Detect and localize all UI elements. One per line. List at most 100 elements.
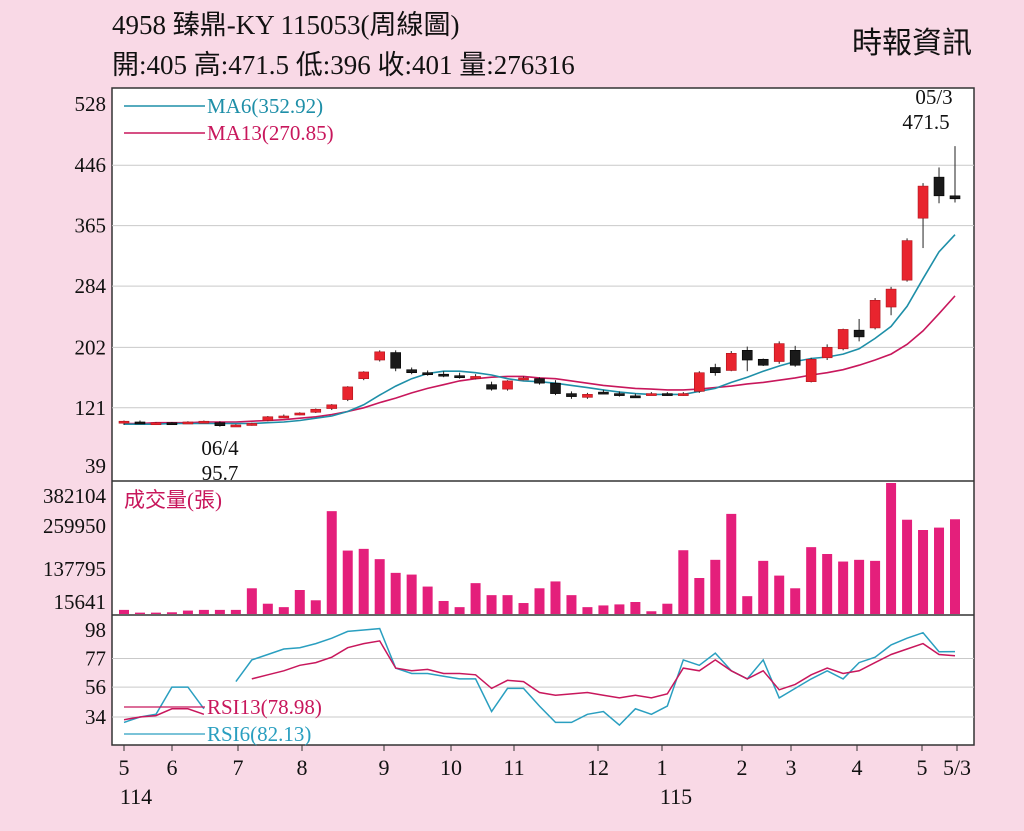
volume-bar — [438, 600, 449, 614]
candle-body — [566, 393, 577, 397]
volume-bar — [934, 527, 945, 614]
x-tick-label: 4 — [852, 755, 863, 780]
candle-body — [614, 393, 625, 396]
rsi6-legend-label: RSI6(82.13) — [207, 722, 311, 746]
x-tick-label: 5 — [119, 755, 130, 780]
candle-body — [534, 378, 545, 384]
volume-bar — [710, 559, 721, 614]
volume-bar — [182, 610, 193, 614]
volume-bar — [406, 574, 417, 614]
price-tick-label: 528 — [75, 92, 107, 116]
volume-bar — [918, 530, 929, 614]
volume-bar — [166, 612, 177, 614]
candle-body — [518, 377, 529, 381]
candle-body — [150, 422, 162, 426]
high-price-annotation: 471.5 — [902, 110, 949, 134]
candle-body — [182, 421, 194, 425]
volume-bar — [630, 602, 641, 614]
volume-bar — [902, 519, 913, 614]
volume-bar — [342, 550, 353, 614]
candle-body — [198, 420, 210, 424]
volume-bar — [582, 607, 593, 614]
candle-body — [310, 408, 322, 413]
candle-body — [869, 300, 881, 329]
volume-bar — [742, 596, 753, 614]
volume-bar — [502, 595, 513, 614]
volume-bar — [518, 603, 529, 614]
ma6-legend-label: MA6(352.92) — [207, 94, 323, 118]
volume-bar — [806, 547, 817, 614]
rsi13-legend-label: RSI13(78.98) — [207, 695, 322, 719]
volume-bar — [566, 595, 577, 614]
volume-bar — [246, 588, 257, 614]
volume-tick-label: 259950 — [43, 514, 106, 538]
price-tick-label: 365 — [75, 214, 107, 238]
volume-bar — [646, 611, 657, 614]
volume-bar — [774, 575, 785, 614]
candle-body — [805, 358, 817, 382]
volume-bar — [726, 513, 737, 614]
x-tick-label: 8 — [297, 755, 308, 780]
candle-body — [678, 393, 689, 396]
candle-body — [662, 393, 673, 396]
candle-body — [502, 380, 513, 390]
candle-body — [630, 395, 641, 399]
x-tick-label: 7 — [233, 755, 244, 780]
price-tick-label: 39 — [85, 454, 106, 478]
volume-tick-label: 137795 — [43, 557, 106, 581]
volume-bar — [534, 588, 545, 614]
volume-panel-label: 成交量(張) — [124, 488, 222, 512]
price-tick-label: 284 — [75, 274, 107, 298]
volume-tick-label: 15641 — [54, 590, 107, 614]
candle-body — [374, 351, 385, 361]
candle-body — [486, 384, 497, 390]
candle-body — [789, 350, 801, 366]
volume-bar — [294, 590, 305, 614]
source-label: 時報資訊 — [852, 27, 972, 60]
candle-body — [885, 288, 897, 308]
volume-bar — [134, 612, 145, 614]
candle-body — [390, 352, 401, 369]
candle-body — [294, 412, 306, 416]
volume-bar — [790, 588, 801, 614]
candle-body — [230, 424, 242, 428]
volume-bar — [758, 560, 769, 614]
volume-bar — [310, 600, 321, 614]
volume-bar — [278, 607, 289, 614]
x-tick-label: 11 — [503, 755, 524, 780]
year-label: 114 — [120, 784, 152, 809]
candle-body — [438, 373, 449, 377]
candle-body — [118, 420, 130, 424]
candle-body — [246, 423, 258, 426]
rsi-tick-label: 56 — [85, 675, 106, 699]
volume-bar — [214, 609, 225, 614]
volume-bar — [854, 559, 865, 614]
candle-body — [741, 350, 753, 361]
rsi-tick-label: 34 — [85, 705, 107, 729]
x-tick-label: 2 — [737, 755, 748, 780]
candle-body — [837, 329, 849, 350]
volume-bar — [598, 605, 609, 614]
candle-body — [454, 375, 465, 378]
volume-bar — [198, 609, 209, 614]
candle-body — [214, 422, 226, 427]
price-tick-label: 446 — [75, 153, 107, 177]
volume-bar — [822, 554, 833, 614]
volume-bar — [262, 603, 273, 614]
candle-body — [470, 376, 481, 379]
volume-bar — [454, 607, 465, 614]
volume-bar — [470, 583, 481, 614]
price-tick-label: 202 — [75, 335, 107, 359]
candle-body — [949, 195, 961, 200]
x-tick-label: 6 — [167, 755, 178, 780]
volume-bar — [422, 586, 433, 614]
volume-bar — [886, 483, 897, 614]
volume-bar — [390, 572, 401, 614]
volume-bar — [374, 559, 385, 614]
volume-bar — [694, 578, 705, 614]
candle-body — [582, 394, 593, 398]
volume-bar — [678, 550, 689, 614]
candle-body — [166, 422, 178, 426]
x-tick-label: 1 — [657, 755, 668, 780]
x-tick-label: 12 — [587, 755, 609, 780]
